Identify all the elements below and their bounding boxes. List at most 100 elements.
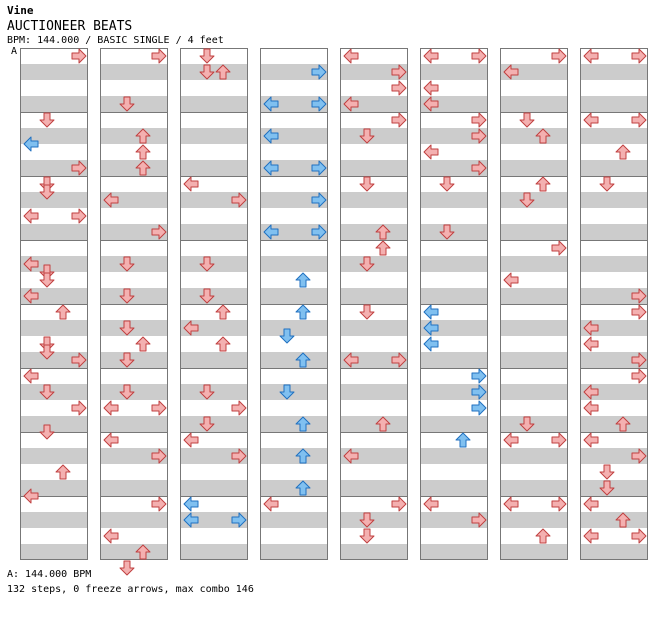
step-arrow-down [519, 192, 535, 208]
step-arrow-right [551, 496, 567, 512]
step-arrow-right [151, 224, 167, 240]
step-arrow-left [423, 496, 439, 512]
step-arrow-right [231, 400, 247, 416]
step-arrow-left [183, 432, 199, 448]
beat-stripe [340, 192, 408, 208]
beat-stripe [180, 320, 248, 336]
beat-stripe [500, 96, 568, 112]
chart-column-4 [260, 48, 328, 560]
step-arrow-up [135, 336, 151, 352]
beat-stripe [260, 128, 328, 144]
step-arrow-down [39, 112, 55, 128]
step-arrow-right [231, 448, 247, 464]
beat-stripe [20, 64, 88, 80]
step-arrow-down [359, 304, 375, 320]
step-arrow-up [295, 448, 311, 464]
beat-stripe [100, 128, 168, 144]
beat-stripe [580, 448, 648, 464]
step-arrow-right [151, 400, 167, 416]
step-arrow-left [103, 192, 119, 208]
step-arrow-down [119, 384, 135, 400]
step-arrow-down [119, 320, 135, 336]
beat-stripe [580, 320, 648, 336]
step-arrow-left [583, 432, 599, 448]
column-border [420, 48, 488, 560]
beat-stripe [580, 512, 648, 528]
step-arrow-right [391, 64, 407, 80]
step-arrow-right [631, 112, 647, 128]
beat-stripe [420, 544, 488, 560]
step-arrow-left [343, 448, 359, 464]
step-arrow-left [183, 320, 199, 336]
bpm-footer: A: 144.000 BPM [7, 569, 92, 580]
beat-stripe [100, 64, 168, 80]
step-arrow-right [631, 448, 647, 464]
step-arrow-down [119, 256, 135, 272]
step-arrow-left [343, 48, 359, 64]
beat-stripe [20, 448, 88, 464]
step-arrow-up [375, 416, 391, 432]
beat-stripe [100, 192, 168, 208]
beat-stripe [260, 320, 328, 336]
beat-stripe [20, 160, 88, 176]
bpm-marker: A [11, 46, 18, 57]
beat-stripe [420, 160, 488, 176]
step-arrow-down [359, 512, 375, 528]
step-arrow-left [263, 128, 279, 144]
beat-stripe [580, 160, 648, 176]
beat-stripe [260, 480, 328, 496]
step-arrow-down [439, 176, 455, 192]
chart-column-3 [180, 48, 248, 560]
step-arrow-up [55, 464, 71, 480]
beat-stripe [20, 224, 88, 240]
beat-stripe [340, 448, 408, 464]
step-arrow-left [423, 320, 439, 336]
step-arrow-up [135, 128, 151, 144]
beat-stripe [180, 352, 248, 368]
beat-stripe [260, 544, 328, 560]
step-arrow-left [263, 160, 279, 176]
step-arrow-left [263, 496, 279, 512]
difficulty-label: Vine [7, 4, 34, 17]
beat-stripe [20, 128, 88, 144]
step-arrow-down [119, 288, 135, 304]
beat-stripe [180, 160, 248, 176]
step-arrow-down [599, 480, 615, 496]
step-arrow-left [23, 136, 39, 152]
beat-stripe [100, 416, 168, 432]
step-arrow-down [279, 384, 295, 400]
beat-stripe [580, 64, 648, 80]
beat-stripe [20, 96, 88, 112]
beat-stripe [500, 512, 568, 528]
beat-stripe [260, 160, 328, 176]
beat-stripe [180, 96, 248, 112]
beat-stripe [500, 320, 568, 336]
step-arrow-right [71, 208, 87, 224]
beat-stripe [260, 256, 328, 272]
step-arrow-up [215, 64, 231, 80]
beat-stripe [420, 288, 488, 304]
step-arrow-right [471, 112, 487, 128]
step-arrow-right [471, 400, 487, 416]
step-arrow-right [391, 80, 407, 96]
step-arrow-right [631, 368, 647, 384]
beat-stripe [340, 96, 408, 112]
step-arrow-up [535, 528, 551, 544]
beat-stripe [20, 416, 88, 432]
step-arrow-right [631, 288, 647, 304]
step-arrow-left [343, 96, 359, 112]
step-arrow-right [471, 384, 487, 400]
beat-stripe [580, 128, 648, 144]
beat-stripe [580, 544, 648, 560]
beat-stripe [260, 224, 328, 240]
step-arrow-left [183, 496, 199, 512]
step-arrow-right [391, 112, 407, 128]
step-arrow-left [583, 384, 599, 400]
step-arrow-down [199, 384, 215, 400]
step-arrow-left [423, 80, 439, 96]
step-arrow-left [23, 208, 39, 224]
step-arrow-down [439, 224, 455, 240]
beat-stripe [500, 64, 568, 80]
step-arrow-down [119, 96, 135, 112]
